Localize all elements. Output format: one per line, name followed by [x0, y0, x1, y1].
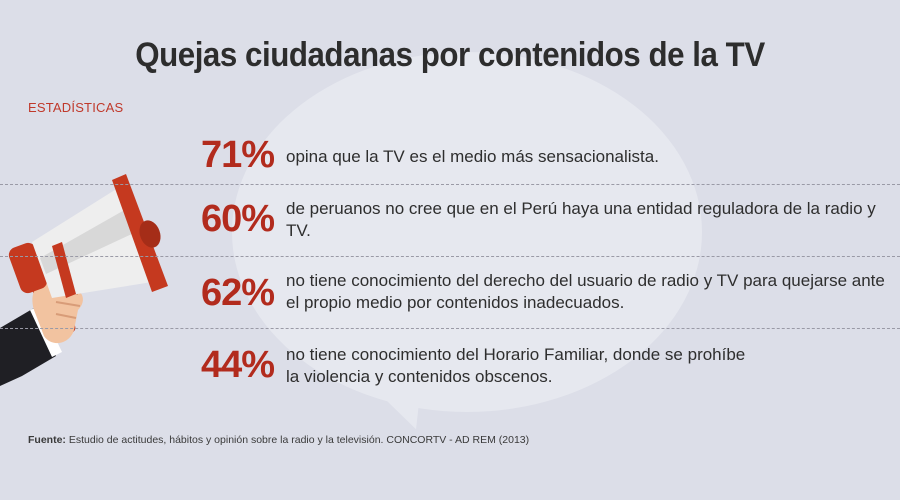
- stat-text: no tiene conocimiento del Horario Famili…: [286, 345, 746, 386]
- stat-row: 44% no tiene conocimiento del Horario Fa…: [0, 338, 900, 398]
- stat-text: no tiene conocimiento del derecho del us…: [286, 271, 885, 312]
- source-note: Fuente: Estudio de actitudes, hábitos y …: [28, 434, 529, 446]
- stat-percent: 71%: [200, 134, 275, 176]
- page-title: Quejas ciudadanas por contenidos de la T…: [135, 36, 765, 74]
- source-text: Estudio de actitudes, hábitos y opinión …: [68, 434, 530, 446]
- stat-text: de peruanos no cree que en el Perú haya …: [286, 199, 876, 240]
- stat-row: 62% no tiene conocimiento del derecho de…: [0, 264, 900, 324]
- megaphone-icon: [0, 174, 168, 386]
- divider: [0, 256, 900, 257]
- stat-row: 71% opina que la TV es el medio más sens…: [0, 130, 900, 190]
- stat-percent: 44%: [200, 344, 275, 386]
- stat-row: 60% de peruanos no cree que en el Perú h…: [0, 192, 900, 252]
- stat-percent: 60%: [200, 198, 275, 240]
- divider: [0, 328, 900, 329]
- speech-bubble-icon: [232, 52, 702, 412]
- stat-text: opina que la TV es el medio más sensacio…: [286, 147, 659, 166]
- divider: [0, 184, 900, 185]
- source-label: Fuente:: [28, 434, 66, 446]
- stat-percent: 62%: [200, 272, 275, 314]
- section-label: ESTADÍSTICAS: [28, 100, 124, 115]
